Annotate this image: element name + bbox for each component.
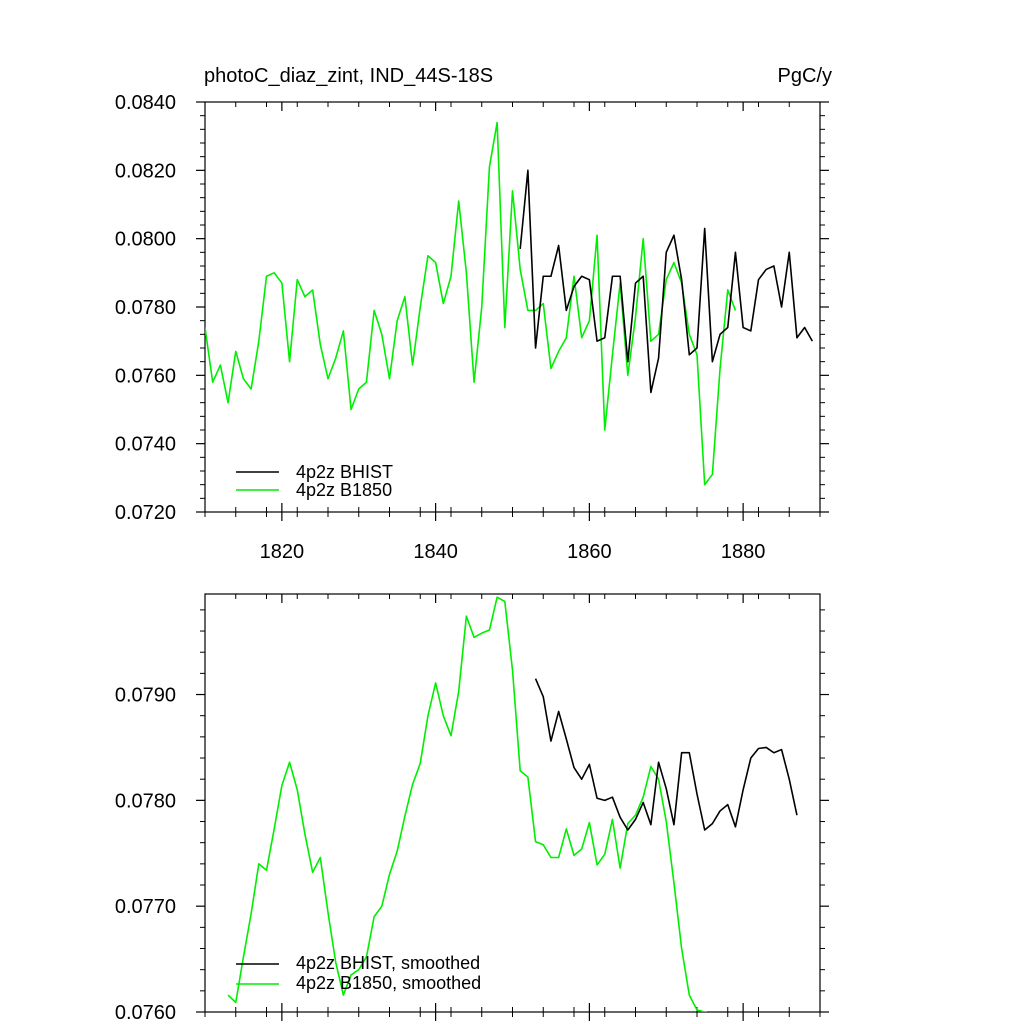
- y-tick-label: 0.0780: [115, 790, 176, 812]
- y-tick-label: 0.0740: [115, 434, 176, 456]
- legend-label-bhist-smoothed: 4p2z BHIST, smoothed: [296, 953, 480, 973]
- y-tick-label: 0.0800: [115, 229, 176, 251]
- y-tick-label: 0.0770: [115, 896, 176, 918]
- bottom-panel: 0.0760 0.0770 0.0780 0.0790 4p2z BHIST, smo…: [115, 593, 829, 1024]
- x-tick-label: 1880: [721, 541, 766, 563]
- top-legend: 4p2z BHIST 4p2z B1850: [236, 462, 393, 500]
- series-line-b1850-top: [205, 121, 737, 486]
- x-tick-label: 1820: [260, 541, 305, 563]
- series-line-bhist-top: [519, 169, 814, 394]
- y-tick-label: 0.0780: [115, 297, 176, 319]
- bottom-series-lines: [227, 596, 798, 1012]
- top-ticks: 1820 1840 1860 1880 0.0720 0.0740 0.0760 0.0780…: [115, 92, 829, 563]
- x-tick-label: 1840: [413, 541, 458, 563]
- top-plot-frame: [204, 101, 821, 513]
- y-tick-label: 0.0790: [115, 685, 176, 707]
- y-tick-label: 0.0720: [115, 502, 176, 524]
- units-label: PgC/y: [778, 65, 832, 87]
- x-tick-label: 1860: [567, 541, 612, 563]
- legend-label-b1850-smoothed: 4p2z B1850, smoothed: [296, 973, 481, 993]
- series-line-b1850-bottom: [227, 596, 708, 1012]
- y-tick-label: 0.0760: [115, 1002, 176, 1024]
- bottom-ticks: 0.0760 0.0770 0.0780 0.0790: [115, 594, 829, 1024]
- bottom-plot-frame: [204, 593, 821, 1013]
- series-line-bhist-bottom: [534, 678, 798, 831]
- legend-label-b1850: 4p2z B1850: [296, 480, 392, 500]
- legend-label-bhist: 4p2z BHIST: [296, 462, 393, 482]
- y-tick-label: 0.0840: [115, 92, 176, 114]
- bottom-legend: 4p2z BHIST, smoothed 4p2z B1850, smoothe…: [236, 953, 481, 993]
- top-panel: 1820 1840 1860 1880 0.0720 0.0740 0.0760 0.0780…: [115, 92, 829, 563]
- y-tick-label: 0.0760: [115, 365, 176, 387]
- y-tick-label: 0.0820: [115, 160, 176, 182]
- chart-title: photoC_diaz_zint, IND_44S-18S: [204, 65, 493, 87]
- top-series-lines: [205, 121, 814, 486]
